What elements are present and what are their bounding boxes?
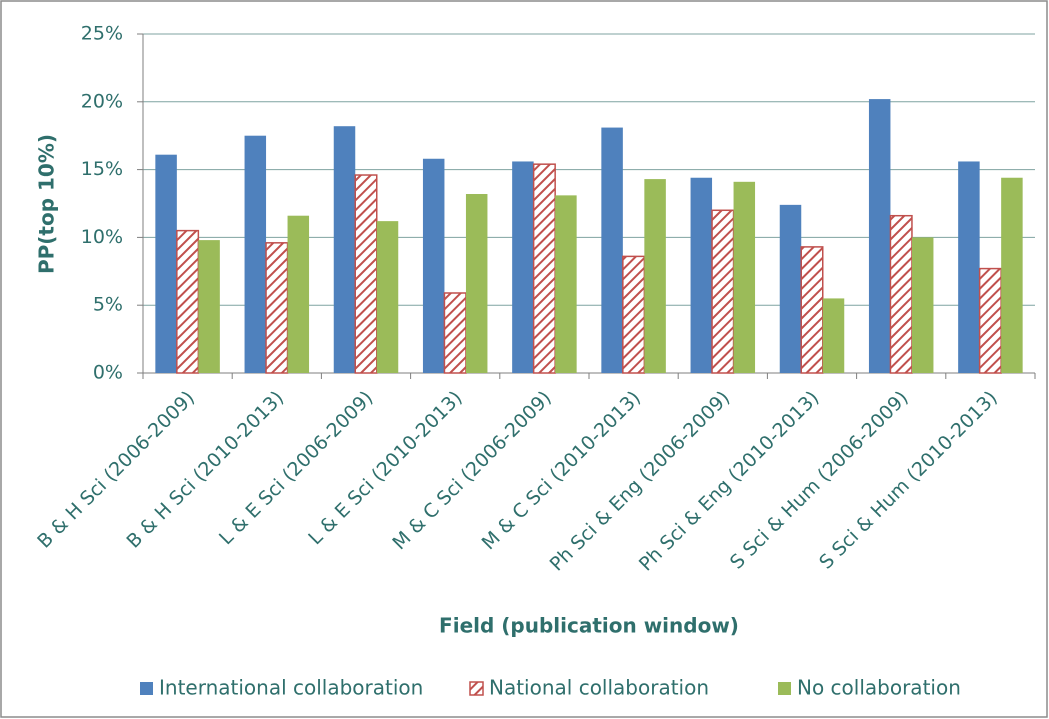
bar [733, 181, 756, 373]
bar [779, 204, 802, 373]
bar [889, 214, 913, 374]
bar [601, 127, 623, 374]
y-tick-label: 10% [81, 226, 123, 248]
y-tick-label: 0% [93, 362, 123, 384]
bar [800, 246, 824, 374]
bar [644, 179, 666, 373]
y-axis-title: PP(top 10%) [35, 134, 59, 274]
bar [512, 161, 534, 373]
y-tick-label: 15% [81, 158, 123, 180]
legend-swatch [469, 681, 484, 696]
bar [265, 242, 289, 374]
bar [1001, 177, 1023, 373]
bar [333, 126, 356, 373]
bar [822, 298, 845, 373]
bar [198, 240, 220, 373]
bar [422, 158, 445, 373]
bar [176, 229, 200, 374]
bar [287, 215, 310, 373]
bar [711, 209, 735, 374]
legend-swatch [140, 682, 153, 695]
bar [690, 177, 713, 373]
bar [443, 292, 467, 374]
bar [465, 194, 488, 373]
bar [622, 255, 646, 374]
y-tick-label: 25% [81, 23, 123, 45]
bar [958, 161, 980, 373]
bar [868, 99, 891, 373]
bar [555, 195, 577, 373]
bar [376, 221, 399, 373]
bar [244, 135, 267, 373]
bar [155, 154, 177, 373]
legend-swatch [778, 682, 791, 695]
legend-label: No collaboration [797, 676, 961, 700]
legend-label: National collaboration [489, 676, 709, 700]
bar [911, 237, 934, 373]
bar [532, 163, 556, 374]
legend-label: International collaboration [159, 676, 423, 700]
y-tick-label: 20% [81, 90, 123, 112]
bar [354, 174, 378, 374]
y-tick-label: 5% [93, 294, 123, 316]
x-axis-title: Field (publication window) [439, 614, 739, 638]
bar [978, 267, 1002, 374]
